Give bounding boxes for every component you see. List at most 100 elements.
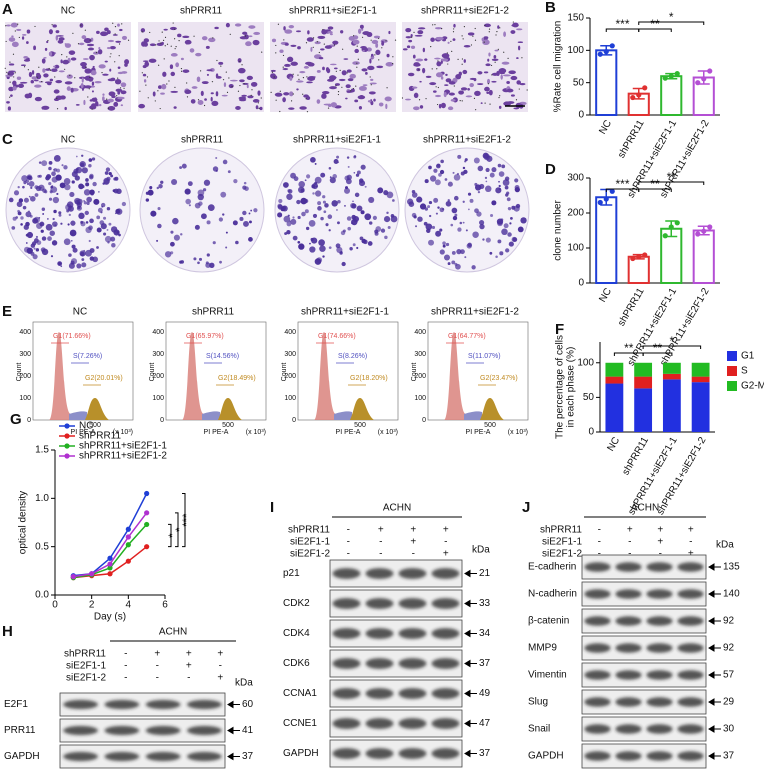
pore [118, 55, 120, 57]
bar-segment [634, 362, 653, 377]
colony [32, 254, 38, 260]
colony [284, 232, 288, 236]
colony [429, 175, 437, 182]
cell [117, 96, 125, 100]
y-tick-label: 100 [284, 395, 296, 402]
colony [38, 161, 42, 164]
arrow [708, 725, 721, 733]
band [677, 670, 704, 680]
arrow [464, 719, 477, 728]
colony [235, 240, 239, 245]
colony [329, 176, 332, 178]
bar-segment [691, 376, 710, 383]
pore [495, 34, 497, 36]
condition-sign: - [347, 525, 350, 536]
pore [484, 24, 486, 27]
pore [302, 77, 305, 79]
cell [55, 35, 59, 41]
colony [451, 250, 456, 255]
colony [41, 160, 48, 167]
pore [462, 38, 464, 40]
colony [497, 163, 502, 168]
pore [292, 73, 294, 75]
colony [158, 184, 163, 189]
pore [212, 37, 214, 39]
cell [369, 58, 372, 64]
cell [169, 26, 177, 31]
cell [500, 75, 503, 80]
arrow [464, 689, 477, 698]
pore [178, 40, 180, 42]
colony [67, 205, 74, 212]
cell [241, 94, 248, 97]
cell [169, 64, 174, 70]
cell [477, 83, 484, 85]
pore [149, 31, 151, 34]
cell [358, 106, 363, 110]
cell [367, 65, 375, 71]
pore [436, 68, 438, 70]
cell [204, 98, 207, 101]
x-axis-label: PI PE-A [336, 429, 361, 436]
cell [323, 103, 331, 106]
cell [440, 58, 449, 62]
colony [351, 222, 354, 225]
pore [109, 56, 111, 58]
plate [5, 147, 131, 273]
band [646, 670, 673, 680]
colony [184, 188, 191, 195]
colony [352, 243, 356, 247]
colony [517, 226, 524, 233]
pore [425, 98, 427, 100]
bracket [642, 352, 673, 356]
y-tick-label: 0 [27, 417, 31, 424]
gate-label: G1(64.77%) [448, 333, 486, 340]
band [365, 688, 394, 699]
cell [359, 24, 364, 29]
colony [197, 261, 200, 265]
cell [210, 96, 213, 102]
colony [185, 198, 191, 205]
cell [54, 64, 60, 69]
band [584, 589, 611, 599]
colony [52, 217, 55, 221]
pore [23, 66, 26, 68]
band [646, 562, 673, 572]
cell [354, 48, 359, 54]
colony [27, 183, 29, 185]
band-name: E-cadherin [528, 562, 576, 573]
band-kda: 37 [479, 658, 491, 669]
y-axis-label: %Rate cell migration [553, 21, 564, 113]
colony [361, 238, 367, 244]
cell [237, 67, 246, 74]
cell [55, 30, 60, 34]
pore [418, 99, 421, 101]
cell [42, 68, 46, 73]
cell [371, 39, 379, 45]
pore [114, 33, 116, 35]
cell [23, 58, 31, 62]
colony [187, 181, 193, 187]
colony [60, 265, 63, 268]
pore [17, 23, 19, 25]
cell [190, 99, 196, 104]
cell [87, 47, 95, 51]
colony [351, 214, 356, 220]
condition-sign: - [379, 549, 382, 560]
cell [434, 94, 442, 98]
colony [454, 213, 458, 217]
pore [335, 70, 337, 72]
pore [200, 70, 202, 72]
colony [81, 167, 88, 174]
colony [88, 164, 92, 168]
colony [328, 229, 331, 232]
x-tick-label: 4 [126, 600, 132, 611]
condition-sign: - [598, 525, 601, 536]
band [398, 718, 427, 729]
colony [22, 185, 25, 189]
colony [277, 212, 283, 218]
colony [28, 180, 35, 187]
cell [11, 41, 19, 48]
condition-sign: + [378, 525, 384, 536]
